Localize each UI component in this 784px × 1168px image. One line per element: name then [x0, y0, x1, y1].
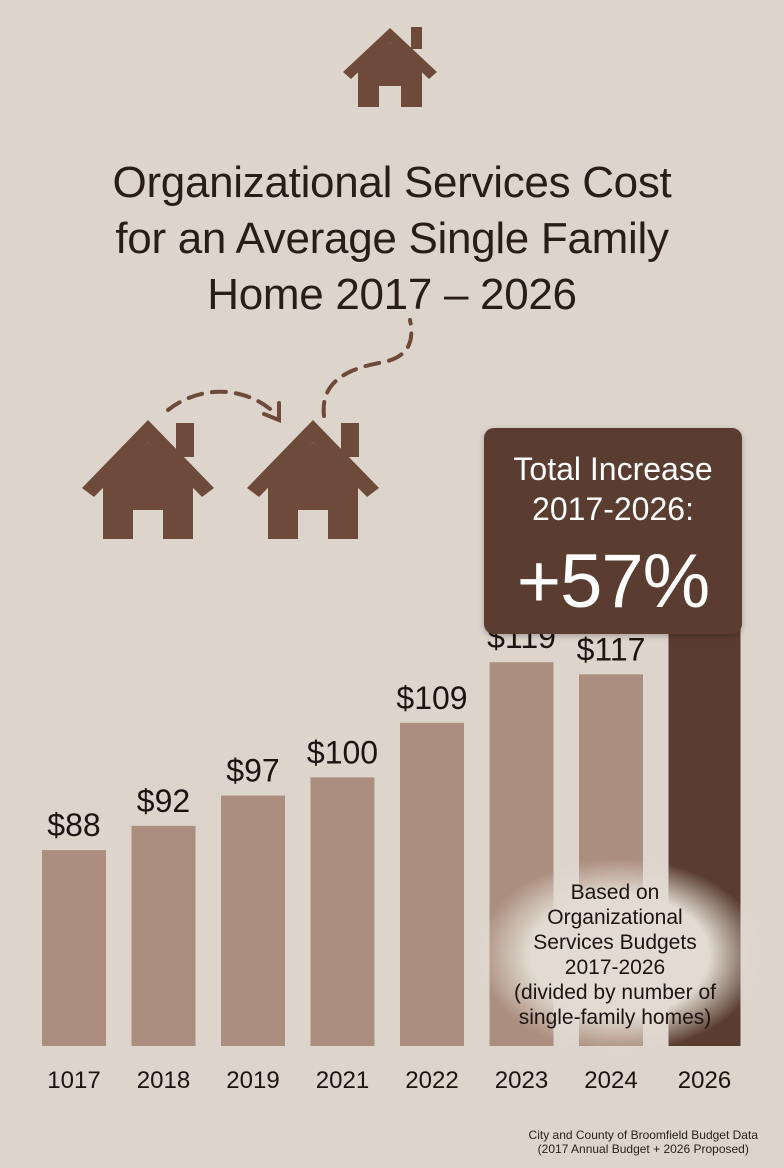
data-label: $88 [47, 807, 100, 843]
bar-2019 [221, 795, 285, 1046]
house-icon [343, 27, 437, 107]
x-tick-label: 2021 [316, 1067, 369, 1094]
data-label: $109 [396, 680, 467, 716]
x-tick-label: 2026 [678, 1067, 731, 1094]
bar-1017 [42, 850, 106, 1046]
bar-2018 [131, 825, 196, 1046]
note-line: (divided by number of [514, 981, 716, 1004]
bar-2021 [310, 777, 375, 1046]
note-line: single-family homes) [518, 1006, 712, 1029]
house-icon [247, 420, 379, 539]
note-line: Services Budgets [533, 931, 697, 954]
data-label: $117 [577, 631, 646, 667]
data-label: $100 [307, 734, 378, 770]
house-icon [82, 420, 214, 539]
x-tick-label: 2022 [405, 1067, 458, 1094]
note-line: Based on [570, 881, 660, 904]
x-tick-label: 1017 [47, 1067, 100, 1094]
x-tick-label: 2019 [226, 1067, 279, 1094]
x-tick-label: 2023 [495, 1067, 548, 1094]
callout-period: 2017-2026: [532, 491, 694, 527]
note-line: Organizational [547, 906, 683, 929]
callout-value: +57% [516, 539, 711, 624]
source-line: City and County of Broomfield Budget Dat… [528, 1128, 758, 1142]
data-label: $92 [137, 783, 190, 819]
note-background [480, 860, 760, 1050]
title-line: for an Average Single Family [115, 214, 669, 263]
data-label: $97 [226, 753, 279, 789]
source-line: (2017 Annual Budget + 2026 Proposed) [537, 1142, 749, 1156]
note-line: 2017-2026 [564, 956, 666, 979]
title-line: Home 2017 – 2026 [207, 270, 577, 319]
total-increase-callout: Total Increase 2017-2026: +57% [484, 428, 742, 634]
methodology-note: Based on Organizational Services Budgets… [490, 880, 740, 1030]
x-tick-label: 2018 [137, 1067, 190, 1094]
source-note: City and County of Broomfield Budget Dat… [529, 1128, 758, 1156]
page-title: Organizational Services Cost for an Aver… [0, 155, 784, 323]
title-line: Organizational Services Cost [112, 158, 672, 207]
x-tick-label: 2024 [584, 1067, 637, 1094]
dashed-arrow-icon [166, 318, 414, 423]
bar-2022 [400, 722, 464, 1046]
callout-label: Total Increase [513, 451, 713, 487]
